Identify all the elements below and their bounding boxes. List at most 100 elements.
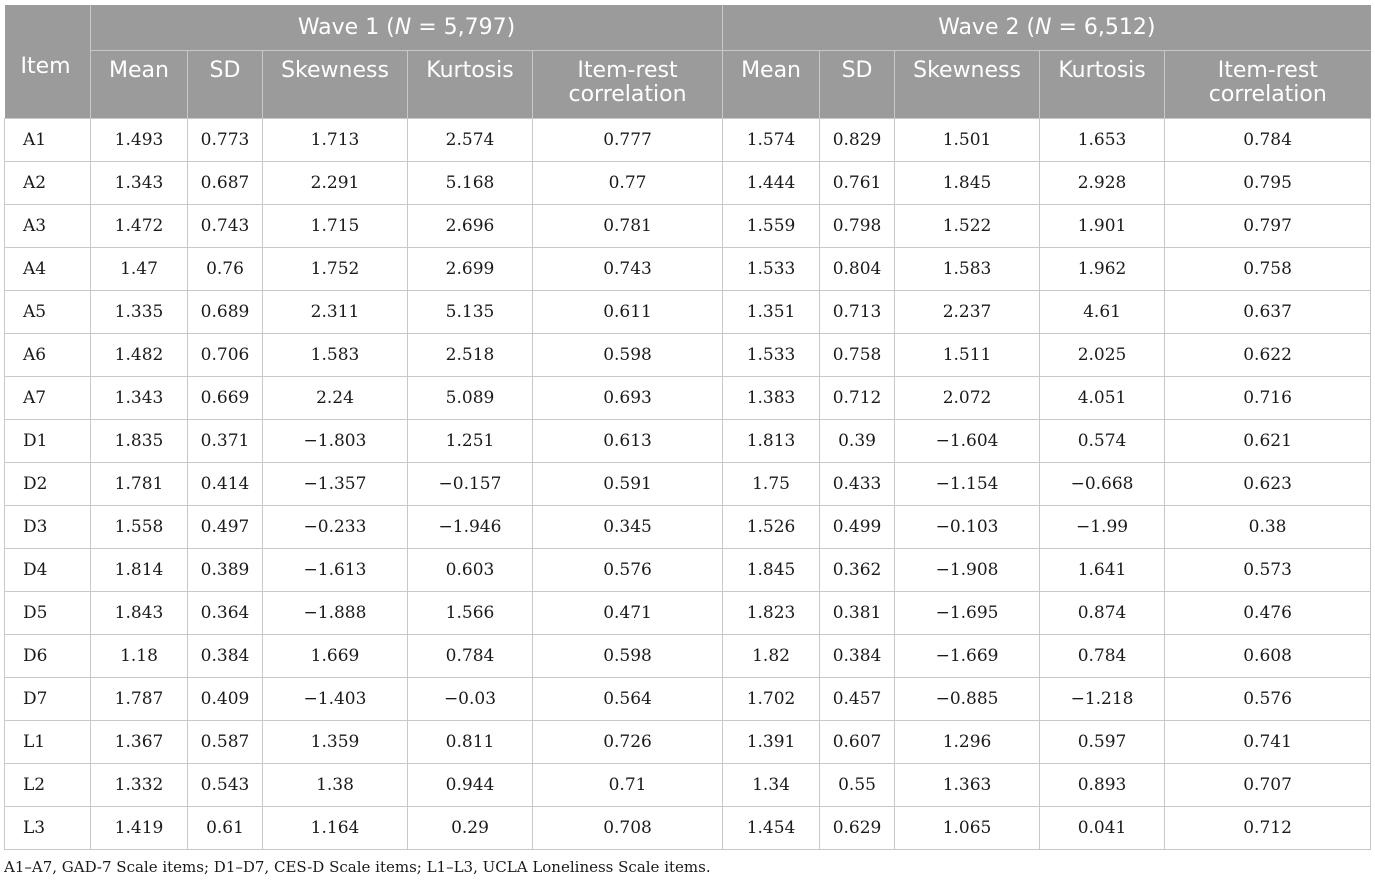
wave1-skewness-cell: 1.715 — [262, 204, 408, 248]
wave2-kurtosis-cell: −1.218 — [1039, 677, 1166, 721]
wave2-item-rest-cell: 0.573 — [1164, 548, 1372, 592]
wave2-mean-header: Mean — [722, 50, 821, 119]
wave1-item-rest-cell: 0.71 — [531, 763, 724, 807]
table-row: D7 1.787 0.409 −1.403 −0.03 0.564 1.702 0.457 −0… — [4, 677, 1372, 721]
table-row: A4 1.47 0.76 1.752 2.699 0.743 1.533 0.804 1.583… — [4, 247, 1372, 291]
wave2-sd-cell: 0.381 — [819, 591, 896, 635]
wave1-skewness-cell: 1.669 — [262, 634, 408, 678]
wave1-item-rest-cell: 0.598 — [531, 634, 724, 678]
wave1-kurtosis-cell: 5.089 — [407, 376, 533, 420]
item-cell: A7 — [4, 376, 91, 420]
wave2-kurtosis-cell: 2.928 — [1039, 161, 1166, 205]
table-row: A1 1.493 0.773 1.713 2.574 0.777 1.574 0.829 1.5… — [4, 118, 1372, 162]
wave2-kurtosis-cell: 2.025 — [1039, 333, 1166, 377]
item-cell: A4 — [4, 247, 91, 291]
wave1-sd-cell: 0.669 — [187, 376, 263, 420]
wave1-skewness-cell: −1.613 — [262, 548, 408, 592]
wave1-mean-cell: 1.47 — [90, 247, 188, 291]
wave1-item-rest-cell: 0.693 — [531, 376, 724, 420]
wave1-sd-cell: 0.409 — [187, 677, 263, 721]
wave1-item-rest-header: Item-rest correlation — [532, 50, 724, 119]
wave2-skewness-cell: −1.908 — [894, 548, 1041, 592]
wave1-kurtosis-cell: 2.699 — [407, 247, 533, 291]
item-cell: L3 — [4, 806, 91, 850]
wave2-item-rest-cell: 0.797 — [1164, 204, 1372, 248]
item-cell: A2 — [4, 161, 91, 205]
table-row: D6 1.18 0.384 1.669 0.784 0.598 1.82 0.384 −1.66… — [4, 634, 1372, 678]
wave2-skewness-cell: 1.296 — [894, 720, 1041, 764]
wave1-sd-cell: 0.371 — [187, 419, 263, 463]
wave1-skewness-cell: 1.164 — [262, 806, 408, 850]
wave2-sd-cell: 0.713 — [819, 290, 896, 334]
wave1-kurtosis-cell: 1.251 — [407, 419, 533, 463]
wave1-header: Wave 1 (N = 5,797) — [90, 5, 724, 51]
wave1-item-rest-cell: 0.613 — [531, 419, 724, 463]
wave1-mean-cell: 1.843 — [90, 591, 188, 635]
wave1-mean-cell: 1.493 — [90, 118, 188, 162]
wave1-skewness-cell: 1.713 — [262, 118, 408, 162]
irc-line2: correlation — [1208, 82, 1327, 107]
wave2-mean-cell: 1.444 — [722, 161, 821, 205]
wave2-sd-cell: 0.433 — [819, 462, 896, 506]
wave2-mean-cell: 1.526 — [722, 505, 821, 549]
item-cell: L1 — [4, 720, 91, 764]
wave1-item-rest-cell: 0.781 — [531, 204, 724, 248]
wave2-kurtosis-cell: 4.61 — [1039, 290, 1166, 334]
wave2-skewness-cell: 1.522 — [894, 204, 1041, 248]
wave1-item-rest-cell: 0.564 — [531, 677, 724, 721]
wave2-item-rest-cell: 0.758 — [1164, 247, 1372, 291]
wave1-kurtosis-cell: 1.566 — [407, 591, 533, 635]
wave2-mean-cell: 1.75 — [722, 462, 821, 506]
wave2-item-rest-cell: 0.576 — [1164, 677, 1372, 721]
wave1-sd-cell: 0.364 — [187, 591, 263, 635]
item-cell: A5 — [4, 290, 91, 334]
wave2-skewness-cell: 1.065 — [894, 806, 1041, 850]
wave1-kurtosis-cell: 0.784 — [407, 634, 533, 678]
wave2-sd-cell: 0.362 — [819, 548, 896, 592]
wave1-prefix: Wave 1 ( — [297, 14, 395, 40]
wave1-mean-cell: 1.343 — [90, 161, 188, 205]
wave1-mean-cell: 1.18 — [90, 634, 188, 678]
wave2-suffix: = 6,512) — [1051, 14, 1156, 40]
wave1-mean-cell: 1.482 — [90, 333, 188, 377]
wave1-skewness-cell: 1.359 — [262, 720, 408, 764]
wave2-kurtosis-cell: 0.893 — [1039, 763, 1166, 807]
wave1-item-rest-cell: 0.598 — [531, 333, 724, 377]
irc-line2: correlation — [568, 82, 687, 107]
wave2-kurtosis-cell: 0.784 — [1039, 634, 1166, 678]
item-cell: D5 — [4, 591, 91, 635]
wave2-skewness-cell: 1.363 — [894, 763, 1041, 807]
wave2-skewness-cell: −0.103 — [894, 505, 1041, 549]
wave1-item-rest-cell: 0.743 — [531, 247, 724, 291]
wave2-kurtosis-cell: 0.874 — [1039, 591, 1166, 635]
wave1-skewness-cell: 1.583 — [262, 333, 408, 377]
wave1-sd-cell: 0.76 — [187, 247, 263, 291]
wave2-sd-cell: 0.607 — [819, 720, 896, 764]
table-row: A2 1.343 0.687 2.291 5.168 0.77 1.444 0.761 1.84… — [4, 161, 1372, 205]
wave1-sd-header: SD — [187, 50, 263, 119]
wave1-skewness-cell: −1.357 — [262, 462, 408, 506]
item-cell: D7 — [4, 677, 91, 721]
item-cell: A1 — [4, 118, 91, 162]
wave2-sd-header: SD — [819, 50, 896, 119]
wave1-skewness-cell: 1.38 — [262, 763, 408, 807]
wave2-mean-cell: 1.823 — [722, 591, 821, 635]
wave2-kurtosis-cell: −1.99 — [1039, 505, 1166, 549]
wave1-mean-cell: 1.472 — [90, 204, 188, 248]
wave2-item-rest-cell: 0.741 — [1164, 720, 1372, 764]
wave2-kurtosis-cell: 0.041 — [1039, 806, 1166, 850]
wave2-sd-cell: 0.712 — [819, 376, 896, 420]
table-row: D5 1.843 0.364 −1.888 1.566 0.471 1.823 0.381 −1… — [4, 591, 1372, 635]
wave2-mean-cell: 1.82 — [722, 634, 821, 678]
wave1-item-rest-cell: 0.77 — [531, 161, 724, 205]
table-row: L1 1.367 0.587 1.359 0.811 0.726 1.391 0.607 1.2… — [4, 720, 1372, 764]
wave2-kurtosis-cell: 1.641 — [1039, 548, 1166, 592]
wave1-item-rest-cell: 0.471 — [531, 591, 724, 635]
wave1-item-rest-cell: 0.591 — [531, 462, 724, 506]
wave1-kurtosis-cell: 5.135 — [407, 290, 533, 334]
wave1-mean-cell: 1.367 — [90, 720, 188, 764]
wave1-kurtosis-cell: 5.168 — [407, 161, 533, 205]
wave2-item-rest-cell: 0.784 — [1164, 118, 1372, 162]
wave2-skewness-cell: 1.501 — [894, 118, 1041, 162]
wave2-kurtosis-cell: 0.574 — [1039, 419, 1166, 463]
